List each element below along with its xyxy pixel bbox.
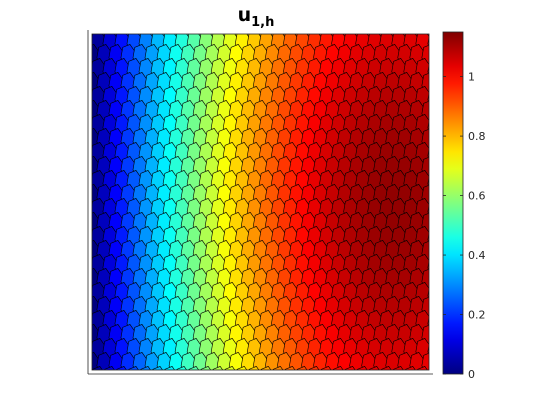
- mesh-cell: [128, 366, 139, 370]
- mesh-cell: [393, 366, 404, 370]
- mesh-cell: [224, 366, 236, 370]
- mesh-cell: [236, 366, 248, 370]
- mesh-cell: [248, 366, 260, 370]
- mesh-cell: [92, 315, 94, 327]
- colorbar-tick-label: 1: [468, 71, 475, 84]
- mesh-cell: [164, 366, 175, 370]
- mesh-cell: [200, 366, 212, 370]
- mesh-cell: [308, 366, 320, 370]
- plot-frame: [91, 33, 430, 371]
- mesh-cell: [152, 366, 163, 370]
- mesh-cell: [92, 287, 94, 299]
- mesh-cell: [92, 259, 94, 271]
- mesh-cell: [427, 175, 429, 187]
- mesh-cell: [272, 366, 284, 370]
- mesh-cell: [421, 352, 429, 370]
- mesh-cell: [140, 366, 151, 370]
- mesh-cell: [427, 287, 429, 299]
- mesh-cell: [417, 366, 428, 370]
- colorbar-tick-label: 0.4: [468, 249, 486, 262]
- mesh-cell: [92, 231, 94, 243]
- colorbar-tick-label: 0: [468, 368, 475, 381]
- mesh-cell: [188, 366, 200, 370]
- colorbar-tick-label: 0.2: [468, 309, 486, 322]
- mesh-cell: [92, 147, 94, 159]
- mesh-cell: [427, 63, 429, 75]
- mesh-cell: [296, 366, 308, 370]
- mesh-cell: [428, 366, 442, 387]
- mesh-cell: [92, 343, 94, 355]
- mesh-cell: [357, 366, 368, 370]
- mesh-cell: [427, 231, 429, 243]
- mesh-cell: [427, 315, 429, 327]
- mesh-cell: [92, 203, 94, 215]
- mesh-cell: [427, 119, 429, 131]
- mesh-cell: [345, 366, 356, 370]
- mesh-cell: [92, 119, 94, 131]
- mesh-cell: [381, 366, 392, 370]
- mesh-cell: [332, 366, 344, 370]
- mesh-cell: [92, 35, 94, 47]
- mesh-cell: [320, 366, 332, 370]
- mesh-cell: [212, 366, 224, 370]
- colorbar-tick-label: 0.6: [468, 190, 486, 203]
- mesh-cell: [427, 259, 429, 271]
- chart-title: u1,h: [238, 4, 275, 30]
- mesh-cell: [104, 366, 115, 370]
- solution-field: [79, 34, 442, 387]
- colorbar: [442, 31, 464, 375]
- mesh-cell: [427, 343, 429, 355]
- mesh-cell: [260, 366, 272, 370]
- mesh-cell: [92, 63, 94, 75]
- mesh-cell: [92, 366, 103, 370]
- mesh-cell: [92, 91, 94, 103]
- mesh-cell: [92, 175, 94, 187]
- colorbar-ticks: 0 0.2 0.4 0.6 0.8 1: [443, 71, 486, 381]
- mesh-cell: [369, 366, 380, 370]
- colorbar-tick-label: 0.8: [468, 130, 486, 143]
- mesh-cell: [427, 91, 429, 103]
- mesh-cell: [79, 366, 93, 387]
- mesh-cell: [116, 366, 127, 370]
- mesh-cell: [427, 203, 429, 215]
- mesh-cell: [284, 366, 296, 370]
- mesh-cell: [405, 366, 416, 370]
- mesh-cell: [176, 366, 187, 370]
- mesh-cell: [427, 35, 429, 47]
- mesh-cell: [427, 147, 429, 159]
